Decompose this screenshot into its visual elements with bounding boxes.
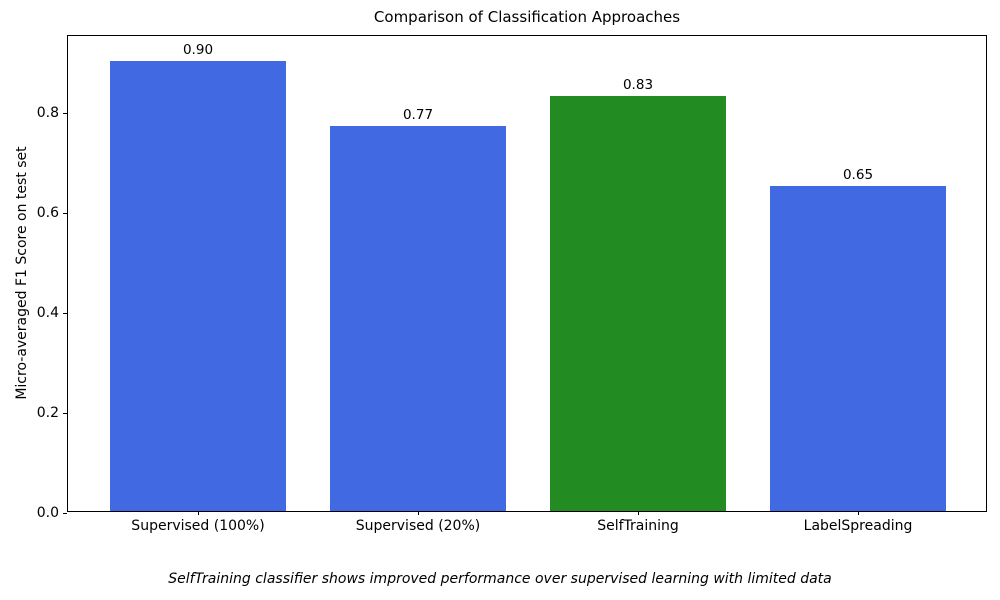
bar-supervised-20 <box>330 126 506 511</box>
y-tick-label-0.2: 0.2 <box>36 405 59 421</box>
x-tick-label-selftraining: SelfTraining <box>597 518 679 534</box>
figure-caption: SelfTraining classifier shows improved p… <box>168 571 832 587</box>
x-tick-mark <box>638 511 639 515</box>
x-tick-mark <box>198 511 199 515</box>
x-tick-mark <box>858 511 859 515</box>
y-tick-mark <box>63 213 67 214</box>
bar-value-selftraining: 0.83 <box>622 77 654 93</box>
bar-supervised-100 <box>110 61 286 511</box>
y-tick-mark <box>63 513 67 514</box>
y-tick-mark <box>63 313 67 314</box>
bar-selftraining <box>550 96 726 511</box>
x-tick-mark <box>418 511 419 515</box>
y-axis-label: Micro-averaged F1 Score on test set <box>14 146 30 400</box>
y-tick-label-0.4: 0.4 <box>36 305 59 321</box>
bar-labelspreading <box>770 186 946 511</box>
bar-value-labelspreading: 0.65 <box>842 167 874 183</box>
x-tick-label-supervised-20: Supervised (20%) <box>355 518 481 534</box>
y-tick-mark <box>63 113 67 114</box>
y-tick-label-0.8: 0.8 <box>36 105 59 121</box>
y-tick-label-0.6: 0.6 <box>36 205 59 221</box>
chart-title: Comparison of Classification Approaches <box>373 8 681 26</box>
x-tick-label-labelspreading: LabelSpreading <box>803 518 913 534</box>
y-tick-label-0.0: 0.0 <box>36 505 59 521</box>
bar-value-supervised-20: 0.77 <box>402 107 434 123</box>
x-tick-label-supervised-100: Supervised (100%) <box>131 518 265 534</box>
bar-value-supervised-100: 0.90 <box>182 42 214 58</box>
plot-area: 0.90 Supervised (100%) 0.77 Supervised (20%… <box>37 35 987 534</box>
y-tick-mark <box>63 413 67 414</box>
